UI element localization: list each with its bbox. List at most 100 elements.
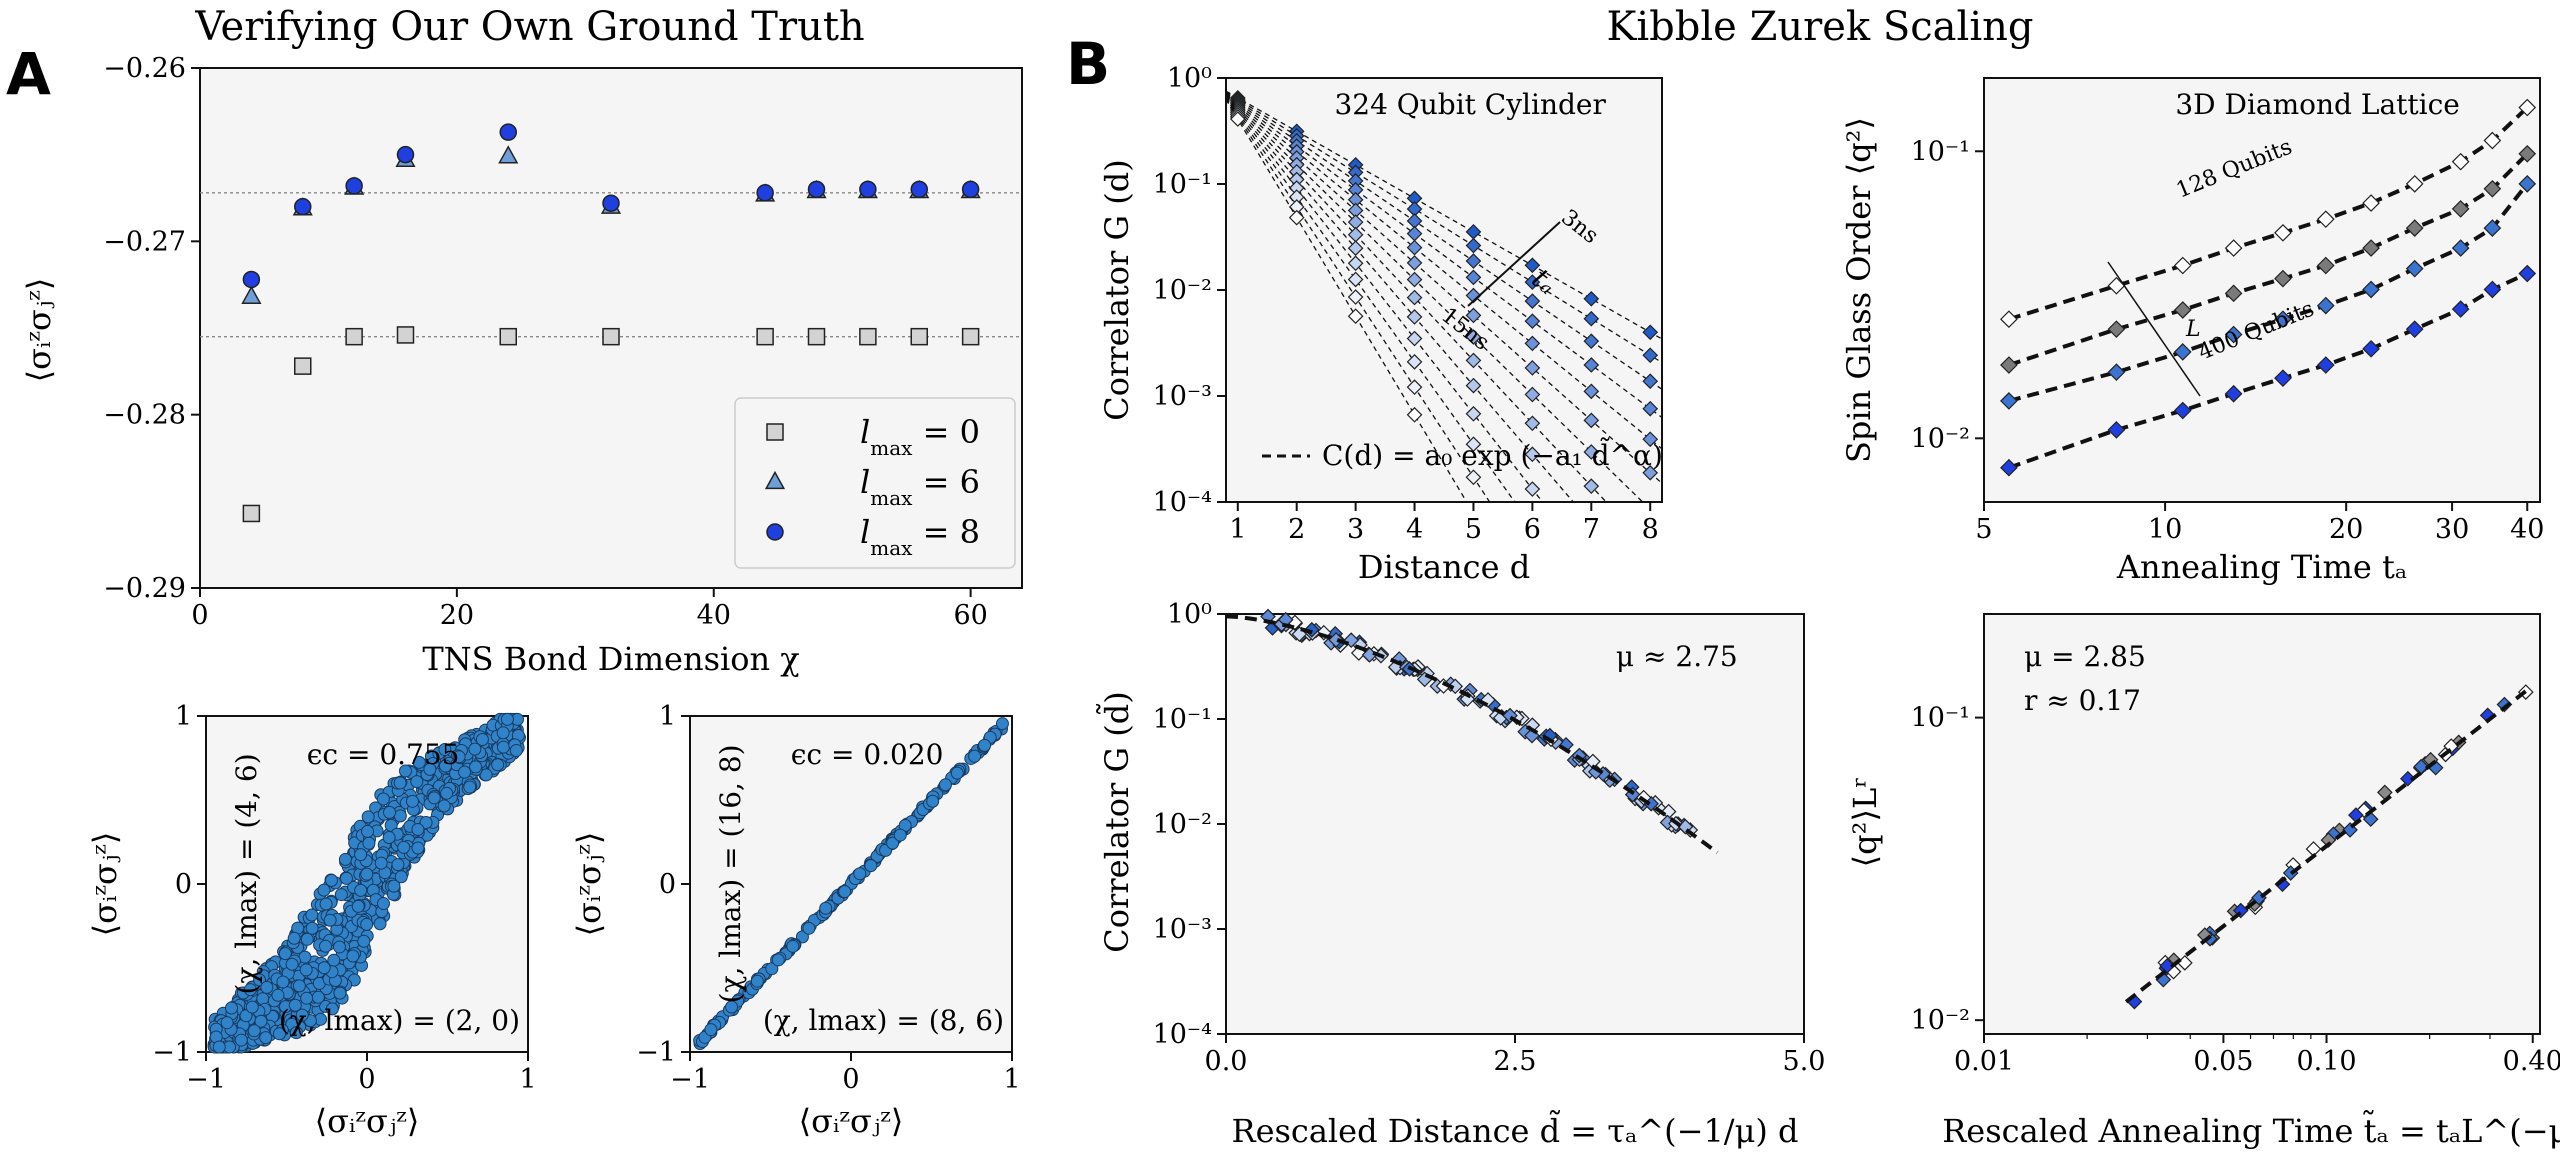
rc-plot-area [1225, 613, 1805, 1035]
sg-plot-area [1983, 77, 2541, 503]
legend-label: lmax = 6 [860, 463, 980, 510]
data-point [1524, 360, 1541, 376]
data-point [1524, 313, 1541, 330]
sg-xtick-label: 20 [2329, 514, 2363, 545]
data-point [373, 917, 387, 931]
corr-xtick-label: 6 [1524, 514, 1541, 545]
parity-high-ytick-label: 1 [659, 701, 676, 732]
data-point [339, 871, 353, 885]
data-point [1347, 308, 1364, 325]
data-point [2000, 392, 2018, 410]
data-point [893, 828, 907, 842]
rc-xlabel: Rescaled Distance d̃ = τₐ^(−1/μ) d [1231, 1111, 1798, 1150]
data-point [802, 921, 816, 935]
data-point [2274, 223, 2292, 242]
data-point [383, 805, 397, 819]
data-point [1406, 406, 1423, 423]
rc-ytick-label: 10⁰ [1167, 599, 1212, 630]
data-point [1406, 289, 1423, 306]
data-point [1465, 352, 1482, 369]
rc-xtick-label: 2.5 [1494, 1046, 1537, 1077]
data-point [2362, 339, 2380, 358]
data-point [1406, 353, 1423, 370]
data-point [602, 327, 620, 346]
data-point [1642, 464, 1659, 481]
data-point [387, 879, 401, 893]
data-point [285, 957, 299, 971]
data-point [2000, 310, 2018, 329]
ro-xlabel: Rescaled Annealing Time t̃ₐ = tₐL^(−μ) [1942, 1111, 2560, 1150]
sg-xtick-label: 40 [2510, 514, 2544, 545]
parity-high-xtick-label: 1 [1003, 1064, 1020, 1095]
data-point [243, 983, 257, 997]
data-point [287, 931, 301, 945]
corr-ytick-label: 10⁻² [1153, 275, 1212, 306]
corr-ylabel: Correlator G (d) [1098, 159, 1136, 420]
data-point [602, 194, 620, 212]
data-point [2518, 264, 2537, 283]
data-point [1524, 415, 1541, 432]
parity-low-xlabel: ⟨σᵢᶻσⱼᶻ⟩ [315, 1102, 420, 1140]
parity-high-ytick-label: 0 [659, 869, 676, 900]
corr-ytick-label: 10⁻³ [1153, 381, 1212, 412]
sg-title: 3D Diamond Lattice [2175, 88, 2460, 121]
data-point [2451, 300, 2470, 318]
data-point [2405, 320, 2424, 339]
data-point [338, 852, 352, 866]
tns-ytick-label: −0.26 [103, 53, 186, 84]
data-point [2173, 401, 2192, 420]
data-point [1465, 307, 1482, 324]
data-point [245, 1000, 259, 1014]
parity-high-ylabel: ⟨σᵢᶻσⱼᶻ⟩ [570, 832, 608, 937]
data-point [260, 980, 274, 994]
parity-high-xtick-label: −1 [670, 1064, 710, 1095]
parity-high-epsilon: ϵc = 0.020 [791, 738, 944, 771]
data-point [1288, 209, 1305, 226]
data-point [491, 758, 505, 772]
data-point [838, 885, 852, 899]
data-point [247, 1024, 261, 1038]
data-point [410, 775, 424, 789]
data-point [1406, 255, 1423, 271]
data-point [405, 794, 419, 808]
corr-ytick-label: 10⁰ [1167, 63, 1212, 94]
data-point [220, 1016, 234, 1030]
data-point [234, 1033, 248, 1047]
data-point [1406, 309, 1423, 325]
sg-xtick-label: 10 [2148, 514, 2182, 545]
data-point [978, 738, 992, 752]
fit-line [1226, 98, 1491, 502]
data-point [423, 762, 437, 776]
data-point [2173, 256, 2192, 275]
rescaled-correlator-chart: 0.0 2.5 5.0 10⁻⁴ 10⁻³ 10⁻² 10⁻¹ 10⁰ Correlator G… [1097, 599, 1825, 1150]
collapse-curve [1225, 614, 1719, 855]
data-point [334, 888, 348, 902]
ro-xtick-label: 0.40 [2503, 1046, 2560, 1077]
data-point [345, 327, 363, 346]
data-point [382, 831, 396, 845]
data-point [2483, 131, 2502, 150]
fit-line [1226, 92, 1662, 390]
tns-ytick-label: −0.27 [103, 226, 186, 257]
rc-ylabel: Correlator G (d̃) [1097, 691, 1136, 952]
data-point [938, 778, 952, 792]
data-point [2000, 458, 2018, 477]
data-point [397, 840, 411, 854]
correlator-distance-chart: 324 Qubit Cylinder 1 2 3 4 5 6 7 8 10⁻⁴ 10⁻³ 10⁻² 10… [1098, 63, 1663, 586]
sg-ylabel: Spin Glass Order ⟨q²⟩ [1840, 117, 1878, 463]
data-point [2316, 356, 2335, 374]
data-point [345, 177, 363, 195]
data-point [396, 326, 415, 344]
data-point [225, 1001, 239, 1015]
data-point [452, 750, 466, 764]
data-point [242, 270, 261, 289]
data-point [910, 327, 928, 346]
data-point [2518, 98, 2537, 117]
data-point [807, 180, 826, 199]
data-point [2451, 239, 2470, 257]
data-point [2451, 152, 2470, 171]
data-point [391, 858, 405, 872]
data-point [499, 123, 517, 141]
data-point [995, 717, 1009, 731]
